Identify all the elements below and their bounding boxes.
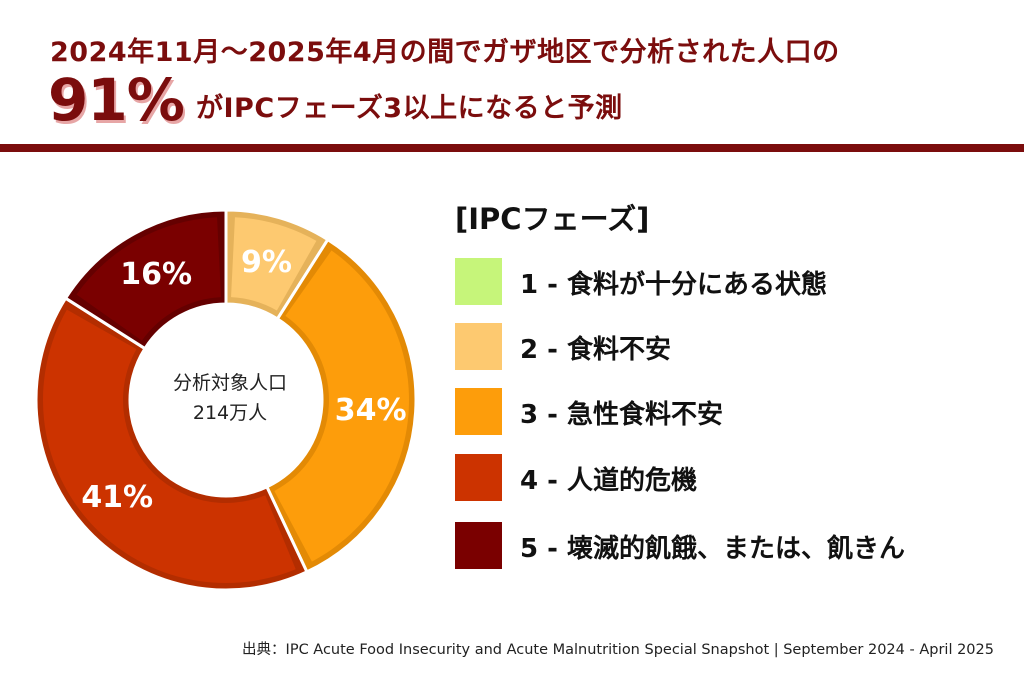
center-label-title: 分析対象人口 (172, 372, 287, 394)
donut-center-label: 分析対象人口 214万人 (140, 368, 320, 428)
donut-chart-svg: 9% 34% 41% 16% (34, 208, 418, 592)
legend-item-phase-1: 1 - 食料が十分にある状態 (455, 258, 1015, 306)
header-divider (0, 144, 1024, 152)
donut-slice-label-5: 16% (120, 257, 192, 292)
donut-slice-fill-3 (274, 250, 409, 562)
donut-slice-label-2: 9% (241, 245, 292, 280)
source-citation: 出典：IPC Acute Food Insecurity and Acute M… (242, 642, 994, 658)
legend-label: 3 - 急性食料不安 (520, 400, 723, 430)
legend-label: 5 - 壊滅的飢餓、または、飢きん (520, 534, 905, 564)
legend-swatch (455, 388, 502, 435)
legend-swatch (455, 454, 502, 501)
donut-slice-fill-2 (231, 217, 317, 311)
title-line-1: 2024年11月〜2025年4月の間でガザ地区で分析された人口の (50, 37, 840, 68)
legend-label: 1 - 食料が十分にある状態 (520, 270, 827, 300)
donut-chart: 9% 34% 41% 16% 分析対象人口 214万人 (0, 190, 440, 610)
header: 2024年11月〜2025年4月の間でガザ地区で分析された人口の 91% がIP… (0, 0, 1024, 150)
title-line-2: がIPCフェーズ3以上になると予測 (196, 93, 623, 124)
legend-item-phase-3: 3 - 急性食料不安 (455, 388, 1015, 436)
legend-title: [IPCフェーズ] (455, 202, 650, 236)
legend-item-phase-4: 4 - 人道的危機 (455, 454, 1015, 502)
legend-swatch (455, 323, 502, 370)
headline-percent: 91% (48, 66, 185, 134)
legend-swatch (455, 522, 502, 569)
legend-label: 2 - 食料不安 (520, 335, 671, 365)
legend: [IPCフェーズ] 1 - 食料が十分にある状態 2 - 食料不安 3 - 急性… (455, 196, 1015, 569)
donut-slice-fill-5 (76, 217, 221, 341)
legend-label: 4 - 人道的危機 (520, 466, 697, 496)
legend-item-phase-5: 5 - 壊滅的飢餓、または、飢きん (455, 522, 1015, 570)
donut-slice-label-3: 34% (335, 393, 407, 428)
center-label-value: 214万人 (192, 402, 268, 424)
legend-swatch (455, 258, 502, 305)
donut-slice-fill-4 (43, 309, 296, 583)
donut-slice-label-4: 41% (81, 480, 153, 515)
legend-item-phase-2: 2 - 食料不安 (455, 323, 1015, 371)
